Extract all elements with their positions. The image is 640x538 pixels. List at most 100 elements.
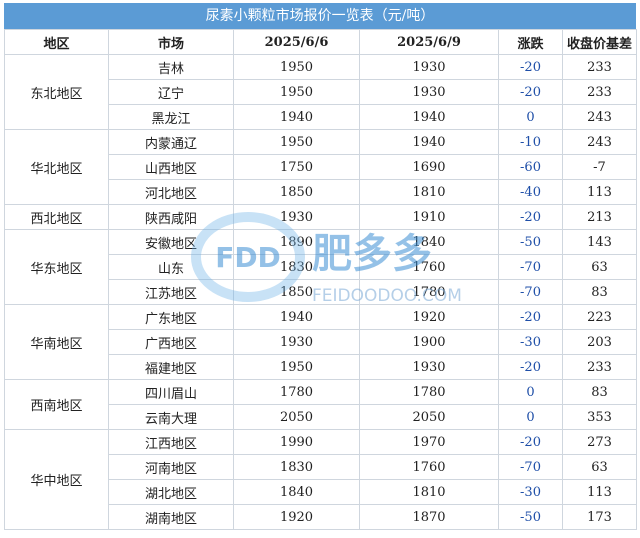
price-0606-cell: 1920 [233, 504, 360, 530]
market-cell: 广东地区 [108, 304, 234, 330]
header-change: 涨跌 [498, 29, 563, 55]
price-0609-cell: 1920 [359, 304, 499, 330]
basis-cell: 83 [562, 279, 637, 305]
change-cell: -40 [498, 179, 563, 205]
price-table: 地区 市场 2025/6/6 2025/6/9 涨跌 收盘价基差 东北地区 吉林 1… [4, 29, 637, 530]
region-cell: 华北地区 [4, 129, 109, 205]
table-row: 河南地区 1830 1760 -70 63 [5, 454, 637, 480]
price-0609-cell: 1900 [359, 329, 499, 355]
header-date-1: 2025/6/6 [233, 29, 360, 55]
basis-cell: 233 [562, 54, 637, 80]
price-0609-cell: 1810 [359, 479, 499, 505]
basis-cell: 63 [562, 454, 637, 480]
market-cell: 湖北地区 [108, 479, 234, 505]
change-cell: -10 [498, 129, 563, 155]
basis-cell: 173 [562, 504, 637, 530]
table-row: 华东地区 安徽地区 1890 1840 -50 143 [4, 229, 637, 305]
price-0606-cell: 1850 [233, 279, 360, 305]
change-cell: 0 [498, 379, 563, 405]
change-cell: 0 [498, 104, 563, 130]
table-row: 华中地区 江西地区 1990 1970 -20 273 [4, 429, 637, 530]
price-0609-cell: 1940 [359, 104, 499, 130]
table-row: 华南地区 广东地区 1940 1920 -20 223 [4, 304, 637, 380]
price-0606-cell: 1940 [233, 304, 360, 330]
market-cell: 河北地区 [108, 179, 234, 205]
basis-cell: 233 [562, 354, 637, 380]
change-cell: -50 [498, 229, 563, 255]
market-cell: 湖南地区 [108, 504, 234, 530]
market-cell: 河南地区 [108, 454, 234, 480]
price-0609-cell: 1780 [359, 279, 499, 305]
price-0609-cell: 1840 [359, 229, 499, 255]
price-0606-cell: 2050 [233, 404, 360, 430]
change-cell: -20 [498, 304, 563, 330]
market-cell: 江西地区 [108, 429, 234, 455]
change-cell: -60 [498, 154, 563, 180]
price-0606-cell: 1990 [233, 429, 360, 455]
market-cell: 江苏地区 [108, 279, 234, 305]
change-cell: -50 [498, 504, 563, 530]
price-0606-cell: 1950 [233, 129, 360, 155]
region-cell: 华东地区 [4, 229, 109, 305]
table-row: 福建地区 1950 1930 -20 233 [5, 354, 637, 380]
change-cell: -30 [498, 479, 563, 505]
price-0606-cell: 1840 [233, 479, 360, 505]
change-cell: -20 [498, 204, 563, 230]
table-row: 西北地区 陕西咸阳 1930 1910 -20 213 [4, 204, 637, 230]
basis-cell: 143 [562, 229, 637, 255]
price-0606-cell: 1950 [233, 54, 360, 80]
market-cell: 广西地区 [108, 329, 234, 355]
price-0606-cell: 1930 [233, 329, 360, 355]
region-cell: 华南地区 [4, 304, 109, 380]
price-0609-cell: 1690 [359, 154, 499, 180]
header-market: 市场 [108, 29, 234, 55]
region-cell: 西北地区 [4, 204, 109, 230]
basis-cell: 353 [562, 404, 637, 430]
basis-cell: 63 [562, 254, 637, 280]
market-cell: 黑龙江 [108, 104, 234, 130]
price-0609-cell: 1870 [359, 504, 499, 530]
price-table-container: 尿素小颗粒市场报价一览表（元/吨） 地区 市场 2025/6/6 2025/6/… [4, 3, 637, 530]
basis-cell: 113 [562, 179, 637, 205]
region-cell: 西南地区 [4, 379, 109, 430]
basis-cell: 243 [562, 129, 637, 155]
table-row: 河北地区 1850 1810 -40 113 [5, 179, 637, 205]
price-0609-cell: 1940 [359, 129, 499, 155]
price-0606-cell: 1950 [233, 354, 360, 380]
market-cell: 安徽地区 [108, 229, 234, 255]
table-row: 黑龙江 1940 1940 0 243 [5, 104, 637, 130]
price-0609-cell: 1930 [359, 79, 499, 105]
table-row: 辽宁 1950 1930 -20 233 [5, 79, 637, 105]
price-0606-cell: 1940 [233, 104, 360, 130]
market-cell: 云南大理 [108, 404, 234, 430]
market-cell: 山东 [108, 254, 234, 280]
change-cell: -20 [498, 79, 563, 105]
header-basis: 收盘价基差 [562, 29, 637, 55]
change-cell: 0 [498, 404, 563, 430]
price-0606-cell: 1890 [233, 229, 360, 255]
change-cell: -20 [498, 354, 563, 380]
price-0606-cell: 1780 [233, 379, 360, 405]
change-cell: -70 [498, 454, 563, 480]
price-0609-cell: 1810 [359, 179, 499, 205]
basis-cell: 83 [562, 379, 637, 405]
price-0606-cell: 1830 [233, 454, 360, 480]
header-region: 地区 [4, 29, 109, 55]
change-cell: -20 [498, 54, 563, 80]
change-cell: -70 [498, 279, 563, 305]
basis-cell: 273 [562, 429, 637, 455]
basis-cell: 243 [562, 104, 637, 130]
market-cell: 陕西咸阳 [108, 204, 234, 230]
price-0606-cell: 1830 [233, 254, 360, 280]
price-0609-cell: 2050 [359, 404, 499, 430]
table-row: 云南大理 2050 2050 0 353 [5, 404, 637, 430]
price-0609-cell: 1970 [359, 429, 499, 455]
header-date-2: 2025/6/9 [359, 29, 499, 55]
basis-cell: 203 [562, 329, 637, 355]
market-cell: 山西地区 [108, 154, 234, 180]
table-body: 东北地区 吉林 1950 1930 -20 233 辽宁 1950 1930 -20 233 黑龙江 1… [4, 54, 637, 530]
market-cell: 吉林 [108, 54, 234, 80]
market-cell: 内蒙通辽 [108, 129, 234, 155]
table-row: 华北地区 内蒙通辽 1950 1940 -10 243 [4, 129, 637, 205]
change-cell: -30 [498, 329, 563, 355]
